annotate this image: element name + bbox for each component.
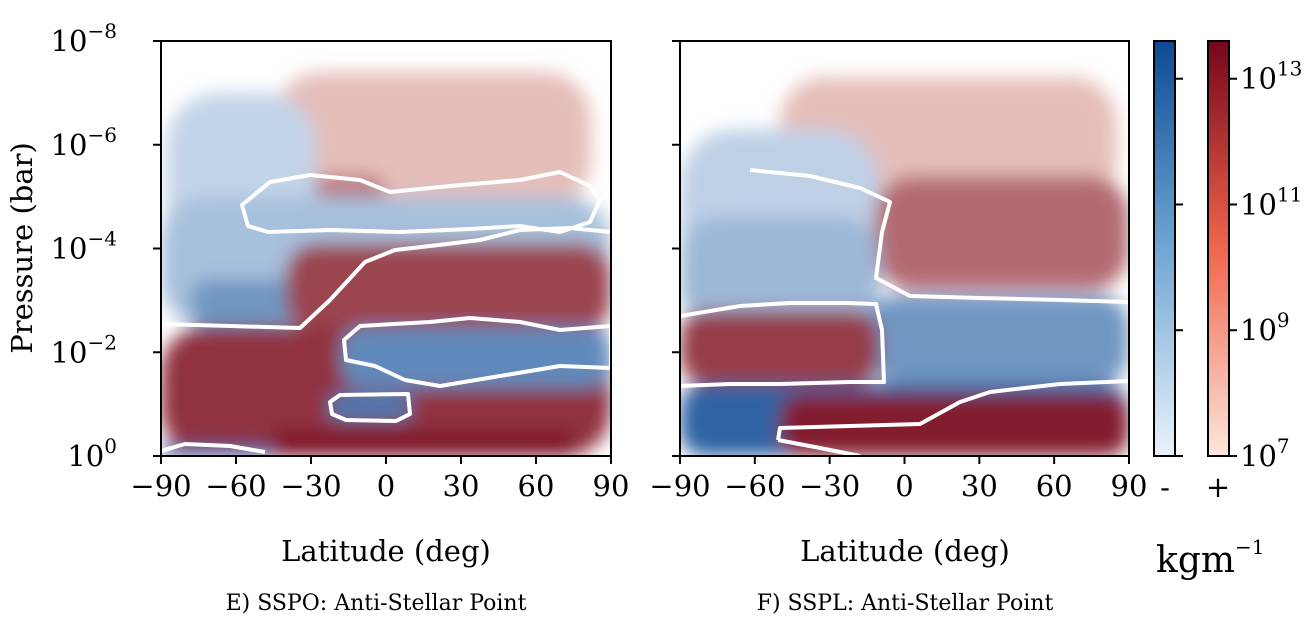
colorbar-positive-tick-label: 1013 bbox=[1240, 57, 1302, 96]
panel-e-boundary-low bbox=[342, 316, 611, 388]
panel-e-x-axis: −90 −60 −30 0 30 60 90 bbox=[130, 456, 629, 503]
panel-f-caption: F) SSPL: Anti-Stellar Point bbox=[757, 591, 1054, 616]
x-tick-label: −60 bbox=[724, 469, 785, 503]
panel-f-region-4-negative bbox=[867, 295, 1129, 384]
panel-f-boundary-bottom bbox=[777, 438, 861, 456]
panel-f-region-3-negative bbox=[680, 217, 880, 327]
colorbar-negative-symbol: - bbox=[1160, 470, 1170, 504]
panel-e-boundary-bottom bbox=[161, 442, 266, 454]
panel-e-caption: E) SSPO: Anti-Stellar Point bbox=[226, 591, 527, 616]
panel-e-sign-boundary bbox=[161, 170, 611, 454]
x-tick-label: −30 bbox=[799, 469, 860, 503]
y-tick-label: 100 bbox=[67, 434, 117, 473]
panel-e-region-7-negative bbox=[341, 326, 611, 389]
x-tick-label: 60 bbox=[518, 469, 555, 503]
panel-f-region-5-positive bbox=[680, 310, 880, 384]
colorbar-negative bbox=[1153, 40, 1176, 457]
colorbar-unit-label: kgm−1 bbox=[1156, 535, 1264, 581]
x-tick-label: −30 bbox=[280, 469, 341, 503]
colorbar-positive-symbol: + bbox=[1206, 470, 1230, 504]
panel-f-x-axis: −90 −60 −30 0 30 60 90 bbox=[649, 456, 1147, 503]
panel-f-xlabel: Latitude (deg) bbox=[800, 534, 1010, 568]
panel-e-boundary-mid bbox=[161, 226, 611, 330]
panel-e-region-9-positive bbox=[273, 432, 574, 456]
panel-f-region-2-positive bbox=[874, 175, 1129, 290]
colorbar-positive-tick-label: 107 bbox=[1240, 434, 1290, 473]
y-tick-label: 10−2 bbox=[51, 330, 117, 369]
colorbars: - 1013 1011 109 107 + kgm−1 bbox=[1153, 40, 1302, 581]
colorbar-negative-ticks bbox=[1175, 77, 1183, 457]
y-tick-label: 10−8 bbox=[51, 19, 117, 58]
x-tick-label: 60 bbox=[1036, 469, 1073, 503]
x-tick-label: 90 bbox=[593, 469, 630, 503]
x-tick-label: 0 bbox=[377, 469, 395, 503]
x-tick-label: −90 bbox=[130, 469, 191, 503]
panel-f-boundary-mid bbox=[680, 301, 886, 388]
colorbar-positive bbox=[1207, 40, 1230, 457]
x-tick-label: 30 bbox=[961, 469, 998, 503]
panel-f-region-7-positive bbox=[779, 393, 1129, 456]
panel-e-region-5-positive bbox=[286, 243, 611, 332]
y-tick-label: 10−6 bbox=[51, 123, 117, 162]
x-tick-label: 90 bbox=[1111, 469, 1148, 503]
panel-e-field bbox=[161, 72, 611, 456]
panel-e-xlabel: Latitude (deg) bbox=[281, 534, 491, 568]
panel-e-ylabel: Pressure (bar) bbox=[5, 142, 39, 354]
x-tick-label: −90 bbox=[649, 469, 710, 503]
colorbar-positive-tick-label: 1011 bbox=[1240, 182, 1302, 221]
x-tick-label: 30 bbox=[443, 469, 480, 503]
panel-e-region-8-negative bbox=[328, 393, 411, 420]
panel-e-boundary-upper bbox=[240, 170, 602, 234]
panel-f-boundary-upper bbox=[749, 168, 1129, 304]
panel-e-y-axis: 10−8 10−6 10−4 10−2 100 bbox=[51, 19, 161, 473]
y-tick-label: 10−4 bbox=[51, 227, 117, 266]
panel-e: 10−8 10−6 10−4 10−2 100 −90 −60 −30 0 30 60 90 Lat… bbox=[5, 19, 629, 616]
panel-f-sign-boundary bbox=[680, 168, 1129, 456]
panel-f: −90 −60 −30 0 30 60 90 Latitude (deg) F) SSPL:… bbox=[649, 40, 1147, 616]
panel-e-boundary-bubble bbox=[328, 392, 412, 423]
panel-f-boundary-low bbox=[776, 379, 1129, 441]
panel-e-region-4-negative bbox=[191, 279, 299, 327]
panel-f-field bbox=[680, 77, 1129, 456]
panel-e-region-0-positive bbox=[273, 72, 591, 207]
x-tick-label: −60 bbox=[205, 469, 266, 503]
colorbar-positive-ticks: 1013 1011 109 107 bbox=[1229, 57, 1302, 473]
panel-f-y-axis bbox=[672, 40, 680, 457]
colorbar-positive-tick-label: 109 bbox=[1240, 308, 1290, 347]
x-tick-label: 0 bbox=[895, 469, 913, 503]
